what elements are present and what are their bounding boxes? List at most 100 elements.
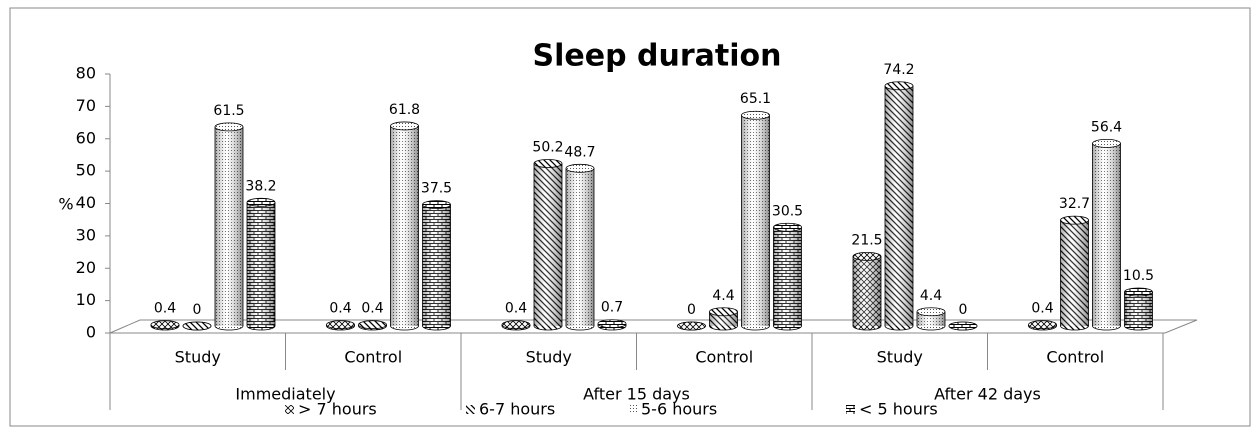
- bar-top: [150, 320, 180, 330]
- value-label: 32.7: [1059, 196, 1090, 212]
- bar: [182, 321, 212, 331]
- x-tick-label: Control: [1046, 348, 1104, 367]
- x-tick-label: Control: [695, 348, 753, 367]
- y-tick-label: 80: [76, 64, 96, 83]
- bar: [773, 222, 802, 331]
- bar-shade: [1092, 143, 1121, 326]
- bar-outline: [1124, 292, 1153, 326]
- bar-shade: [422, 204, 451, 326]
- x-tick-label: Study: [175, 348, 221, 367]
- y-tick-label: 0: [86, 323, 96, 342]
- legend-swatch: [466, 405, 475, 414]
- value-label: 61.8: [389, 102, 420, 118]
- bar: [214, 122, 244, 331]
- bar: [709, 307, 738, 331]
- value-label: 30.5: [772, 203, 803, 219]
- bar-top: [1092, 139, 1121, 148]
- bar-shade: [1060, 220, 1089, 326]
- group-label: Immediately: [235, 385, 335, 404]
- value-label: 0.4: [154, 301, 176, 317]
- bar: [677, 321, 706, 331]
- bar-outline: [1092, 143, 1121, 326]
- bar-top: [884, 81, 914, 91]
- y-tick-label: 10: [76, 290, 96, 309]
- bar-top: [916, 307, 946, 317]
- bar-outline: [741, 115, 770, 326]
- value-label: 65.1: [740, 91, 771, 107]
- bar-top: [422, 200, 451, 209]
- bar: [1028, 320, 1057, 331]
- bar-top: [533, 159, 563, 168]
- value-label: 0: [193, 302, 202, 318]
- y-tick-label: 20: [76, 258, 96, 277]
- bar-outline: [533, 163, 563, 326]
- y-tick-label: 50: [76, 161, 96, 180]
- bar-outline: [709, 311, 738, 326]
- bar-top: [709, 307, 738, 317]
- bar: [1060, 215, 1089, 331]
- bar: [1092, 139, 1121, 331]
- bar: [501, 320, 531, 331]
- bar: [597, 319, 627, 331]
- legend-swatch: [628, 405, 637, 414]
- bar-outline: [565, 168, 595, 326]
- group-label: After 42 days: [934, 385, 1041, 404]
- bar-top: [390, 121, 419, 131]
- bar-outline: [884, 85, 914, 326]
- value-label: 61.5: [213, 103, 244, 119]
- bar-shade: [215, 126, 243, 326]
- x-tick-label: Study: [877, 348, 923, 367]
- bar-top: [1028, 320, 1057, 330]
- bar-top: [948, 321, 978, 331]
- value-label: 10.5: [1123, 268, 1154, 284]
- chart-title: Sleep duration: [533, 39, 782, 74]
- bar-outline: [390, 125, 419, 326]
- value-label: 37.5: [421, 181, 452, 197]
- value-label: 48.7: [564, 144, 595, 160]
- bar: [884, 81, 914, 331]
- legend-label: 6-7 hours: [479, 400, 555, 419]
- y-axis-label: %: [58, 195, 73, 214]
- bar: [852, 251, 882, 331]
- value-label: 56.4: [1091, 119, 1122, 135]
- bar-shade: [885, 85, 913, 326]
- bar: [422, 200, 451, 331]
- bar-outline: [1060, 220, 1089, 326]
- bar-outline: [852, 256, 882, 326]
- group-label: After 15 days: [583, 385, 690, 404]
- legend-swatch: [846, 405, 855, 414]
- y-tick-label: 30: [76, 225, 96, 244]
- bar: [948, 321, 978, 331]
- bar-outline: [773, 227, 802, 326]
- value-label: 38.2: [245, 178, 276, 194]
- frame: [9, 7, 1251, 427]
- bar-shade: [773, 227, 802, 326]
- bar: [246, 197, 276, 331]
- value-label: 0: [687, 302, 696, 318]
- bar-top: [1124, 287, 1153, 297]
- bar: [358, 320, 387, 331]
- bar: [916, 307, 946, 331]
- value-label: 0.4: [361, 301, 383, 317]
- value-label: 0.7: [601, 300, 623, 316]
- bar-top: [773, 222, 802, 232]
- bar-top: [565, 163, 595, 173]
- bar-shade: [390, 125, 419, 326]
- bar: [150, 320, 180, 331]
- bar-shade: [1124, 292, 1153, 326]
- bar-top: [741, 110, 770, 120]
- bar-top: [852, 251, 882, 261]
- value-label: 0: [959, 302, 968, 318]
- bar-shade: [534, 163, 562, 326]
- bar-top: [182, 321, 212, 331]
- bar-top: [214, 122, 244, 132]
- value-label: 0.4: [505, 301, 527, 317]
- value-label: 4.4: [712, 288, 734, 304]
- legend-swatch: [285, 405, 294, 414]
- bar-outline: [246, 202, 276, 326]
- value-label: 0.4: [1031, 301, 1053, 317]
- bar-top: [326, 320, 355, 330]
- x-tick-label: Study: [526, 348, 572, 367]
- bar-top: [246, 197, 276, 207]
